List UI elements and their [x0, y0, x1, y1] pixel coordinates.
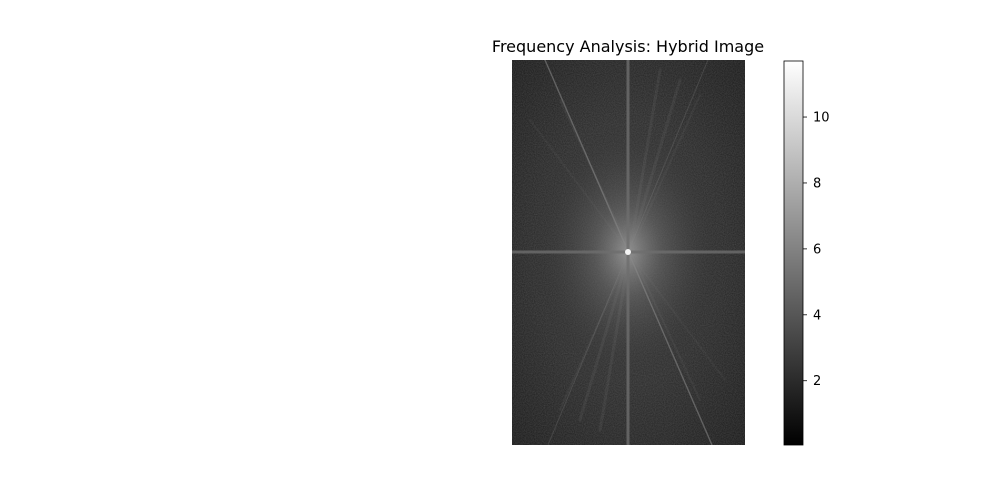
colorbar-tick-label: 4	[813, 308, 821, 323]
colorbar: 2 4 6 8 10	[783, 60, 830, 446]
colorbar-ticks: 2 4 6 8 10	[803, 111, 830, 389]
colorbar-tick-label: 6	[813, 242, 821, 257]
colorbar-gradient	[783, 60, 804, 446]
chart-title: Frequency Analysis: Hybrid Image	[492, 37, 764, 56]
colorbar-tick-label: 2	[813, 374, 821, 389]
spectrum-dc-peak	[625, 249, 631, 255]
colorbar-tick-label: 10	[813, 111, 830, 126]
spectrum-image	[512, 60, 745, 445]
colorbar-tick-label: 8	[813, 176, 821, 191]
